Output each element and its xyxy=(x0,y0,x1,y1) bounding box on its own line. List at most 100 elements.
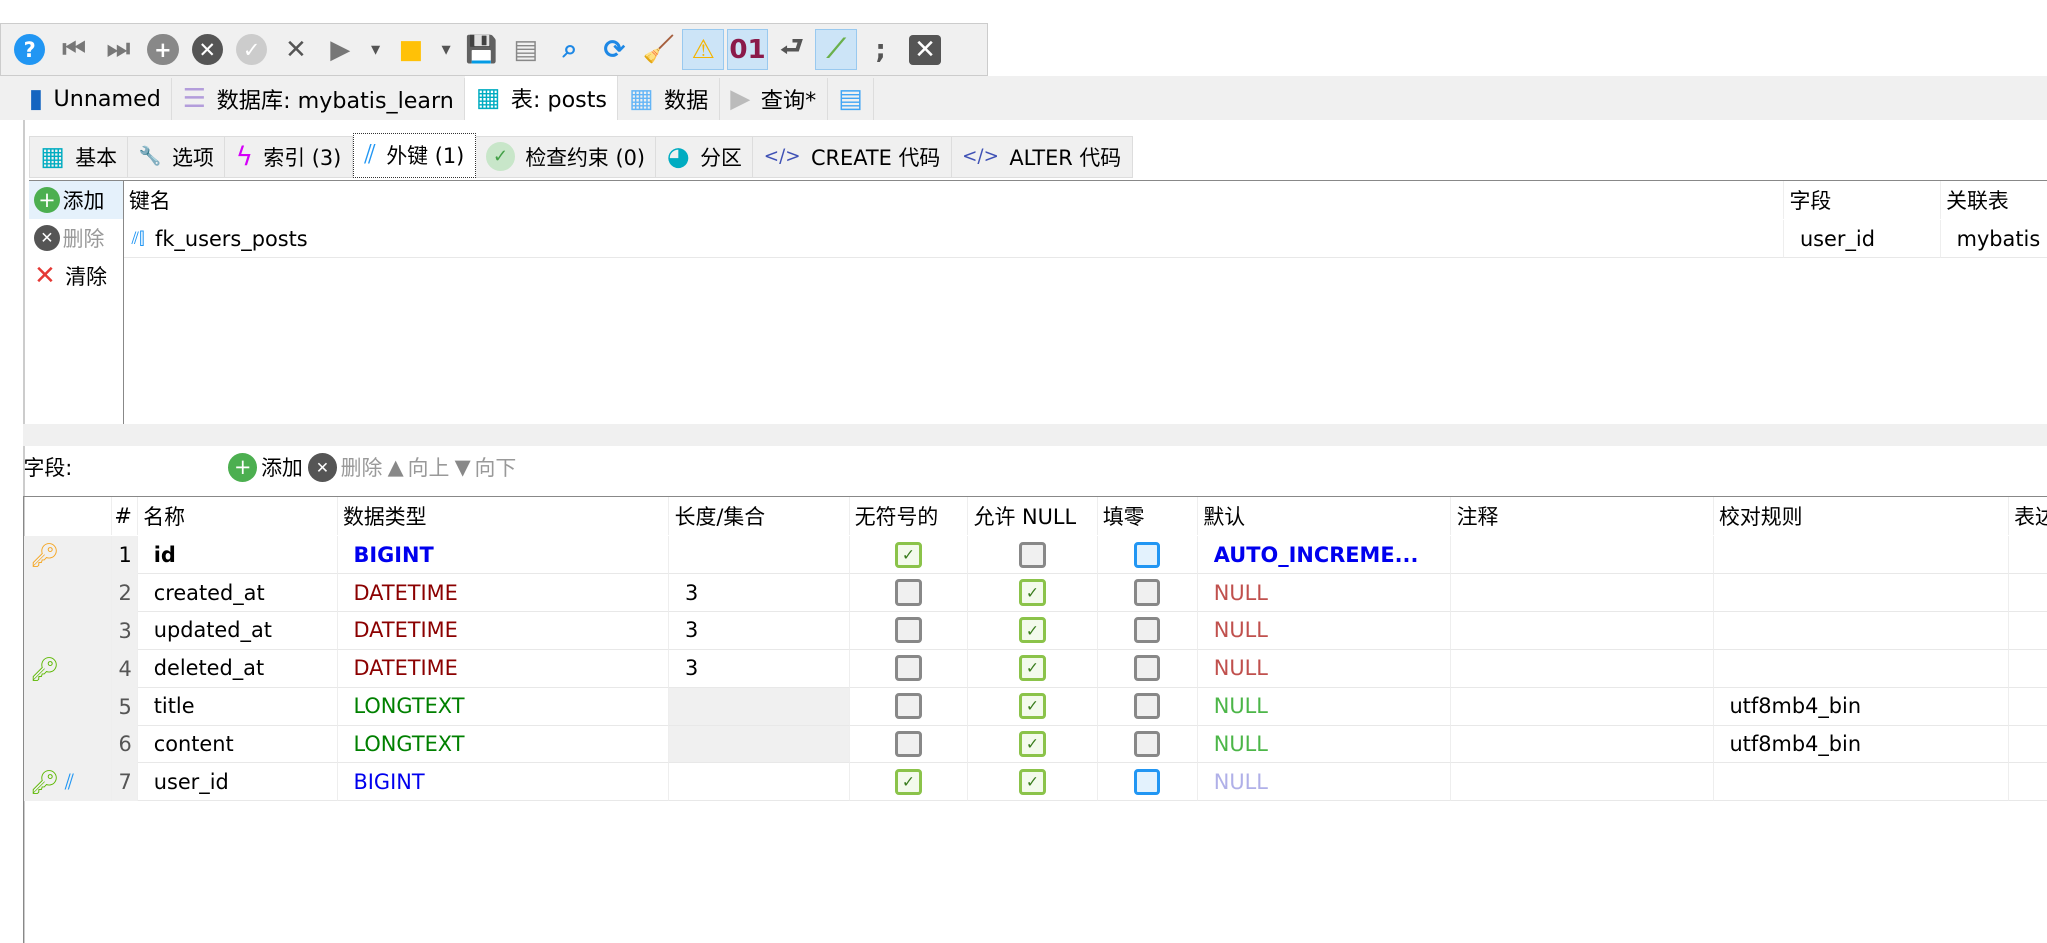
field-length[interactable] xyxy=(669,687,850,726)
link-button[interactable]: ⟋ xyxy=(815,28,858,71)
field-type[interactable]: BIGINT xyxy=(337,536,670,575)
field-expression[interactable] xyxy=(2008,763,2047,802)
column-header[interactable]: 允许 NULL xyxy=(968,497,1098,535)
field-name[interactable]: id xyxy=(138,536,338,575)
field-comment[interactable] xyxy=(1451,763,1714,802)
search-button[interactable]: ⌕ xyxy=(549,29,591,71)
field-comment[interactable] xyxy=(1451,574,1714,612)
zerofill-checkbox[interactable] xyxy=(1134,541,1161,568)
save-button[interactable]: 💾 xyxy=(460,29,502,71)
allow-null-checkbox[interactable]: ✓ xyxy=(1019,617,1046,644)
warning-button[interactable]: ⚠ xyxy=(682,28,725,71)
field-comment[interactable] xyxy=(1451,649,1714,688)
field-collation[interactable] xyxy=(1713,574,2009,612)
field-type[interactable]: BIGINT xyxy=(337,763,670,802)
subtab-5[interactable]: ◕ 分区 xyxy=(656,135,754,178)
field-default[interactable]: NULL xyxy=(1198,687,1452,726)
field-expression[interactable] xyxy=(2008,726,2047,764)
unsigned-checkbox[interactable] xyxy=(895,655,922,682)
zerofill-checkbox[interactable] xyxy=(1134,768,1161,795)
column-header[interactable]: 无符号的 xyxy=(850,497,969,535)
field-comment[interactable] xyxy=(1451,687,1714,726)
add-button[interactable]: + xyxy=(142,29,184,71)
fk-header-ref[interactable]: 关联表 xyxy=(1941,181,2047,219)
field-default[interactable]: AUTO_INCREME... xyxy=(1198,536,1452,575)
column-header[interactable]: 默认 xyxy=(1198,497,1452,535)
field-name[interactable]: deleted_at xyxy=(138,649,338,688)
tab-3[interactable]: ▦ 数据 xyxy=(618,78,720,121)
column-header[interactable]: 注释 xyxy=(1451,497,1714,535)
field-collation[interactable] xyxy=(1713,536,2009,575)
move-down-button[interactable]: ▼ 向下 xyxy=(455,452,517,482)
field-length[interactable]: 3 xyxy=(669,611,850,650)
unsigned-checkbox[interactable]: ✓ xyxy=(895,768,922,795)
column-header[interactable]: 表达 xyxy=(2009,497,2047,535)
tab-0[interactable]: ▮ Unnamed xyxy=(18,78,173,121)
field-length[interactable] xyxy=(669,536,850,575)
splitter[interactable] xyxy=(23,424,2047,447)
subtab-7[interactable]: </> ALTER 代码 xyxy=(951,135,1133,178)
move-up-button[interactable]: ▲ 向上 xyxy=(388,452,450,482)
allow-null-checkbox[interactable]: ✓ xyxy=(1019,579,1046,606)
field-comment[interactable] xyxy=(1451,536,1714,575)
new-query-tab-button[interactable]: ▤ xyxy=(828,78,875,121)
field-default[interactable]: NULL xyxy=(1198,725,1452,764)
field-length[interactable] xyxy=(669,725,850,764)
field-name[interactable]: title xyxy=(138,687,338,726)
field-comment[interactable] xyxy=(1451,611,1714,650)
delete-button[interactable]: ✕ xyxy=(275,29,317,71)
fk-add-button[interactable]: + 添加 xyxy=(28,181,123,220)
refresh-button[interactable]: ⟳ xyxy=(594,29,636,71)
unsigned-checkbox[interactable] xyxy=(895,579,922,606)
field-default[interactable]: NULL xyxy=(1198,649,1452,688)
wrap-button[interactable]: ⮐ xyxy=(771,29,813,71)
subtab-3[interactable]: ⫽ 外键 (1) xyxy=(352,133,476,178)
fk-header-field[interactable]: 字段 xyxy=(1784,181,1941,220)
column-header[interactable]: 填零 xyxy=(1098,497,1199,535)
dropdown-button[interactable]: ▾ xyxy=(364,29,387,71)
field-name[interactable]: updated_at xyxy=(138,611,338,650)
field-name[interactable]: created_at xyxy=(138,574,338,612)
unsigned-checkbox[interactable]: ✓ xyxy=(895,541,922,568)
tab-2[interactable]: ▦ 表: posts xyxy=(465,75,619,121)
subtab-6[interactable]: </> CREATE 代码 xyxy=(753,135,952,178)
first-button[interactable]: ⏮ xyxy=(53,29,95,71)
field-expression[interactable] xyxy=(2008,688,2047,726)
column-header[interactable]: 名称 xyxy=(138,497,338,535)
zerofill-checkbox[interactable] xyxy=(1134,579,1161,606)
field-expression[interactable] xyxy=(2008,650,2047,688)
field-expression[interactable] xyxy=(2008,574,2047,612)
allow-null-checkbox[interactable]: ✓ xyxy=(1019,655,1046,682)
field-collation[interactable]: utf8mb4_bin xyxy=(1713,725,2009,764)
allow-null-checkbox[interactable] xyxy=(1019,541,1046,568)
help-button[interactable]: ? xyxy=(9,29,51,71)
field-name[interactable]: content xyxy=(138,725,338,764)
field-type[interactable]: LONGTEXT xyxy=(337,725,670,764)
zerofill-checkbox[interactable] xyxy=(1134,693,1161,720)
field-type[interactable]: DATETIME xyxy=(337,649,670,688)
clean-button[interactable]: 🧹 xyxy=(638,29,680,71)
field-comment[interactable] xyxy=(1451,725,1714,764)
binary-button[interactable]: 01 xyxy=(726,28,769,71)
field-expression[interactable] xyxy=(2008,536,2047,575)
subtab-1[interactable]: 🔧 选项 xyxy=(128,135,226,178)
last-button[interactable]: ⏭ xyxy=(98,29,140,71)
allow-null-checkbox[interactable]: ✓ xyxy=(1019,730,1046,758)
semicolon-button[interactable]: ; xyxy=(860,29,902,71)
subtab-0[interactable]: ▦ 基本 xyxy=(28,135,129,178)
column-header[interactable]: 数据类型 xyxy=(338,497,670,535)
cancel-button[interactable]: ✕ xyxy=(186,29,228,71)
column-header[interactable]: 长度/集合 xyxy=(669,497,850,535)
allow-null-checkbox[interactable]: ✓ xyxy=(1019,693,1046,720)
field-type[interactable]: DATETIME xyxy=(337,611,670,650)
field-add-button[interactable]: + 添加 xyxy=(228,452,303,482)
folder-button[interactable]: ■ xyxy=(390,29,432,71)
tab-1[interactable]: ☰ 数据库: mybatis_learn xyxy=(172,78,466,121)
subtab-2[interactable]: ϟ 索引 (3) xyxy=(225,135,353,178)
unsigned-checkbox[interactable] xyxy=(895,693,922,720)
fk-remove-button[interactable]: ✕ 删除 xyxy=(29,219,123,257)
column-header[interactable]: 校对规则 xyxy=(1714,497,2009,535)
allow-null-checkbox[interactable]: ✓ xyxy=(1019,768,1046,795)
field-type[interactable]: DATETIME xyxy=(337,574,670,612)
field-remove-button[interactable]: ✕ 删除 xyxy=(308,452,382,482)
